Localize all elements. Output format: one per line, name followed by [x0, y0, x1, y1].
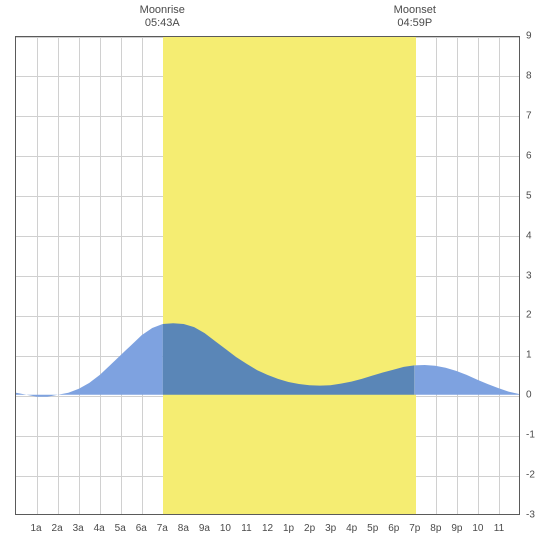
- x-tick-label: 6a: [136, 523, 147, 534]
- moonset-time: 04:59P: [397, 17, 432, 29]
- x-tick-label: 9a: [199, 523, 210, 534]
- moonset-label: Moonset 04:59P: [394, 4, 436, 30]
- x-tick-label: 4p: [346, 523, 357, 534]
- x-tick-label: 10: [472, 523, 483, 534]
- tide-curve: [16, 37, 519, 514]
- x-tick-label: 5p: [367, 523, 378, 534]
- y-tick-label: 6: [526, 150, 532, 161]
- x-tick-label: 11: [241, 523, 251, 534]
- moonrise-label: Moonrise 05:43A: [140, 4, 185, 30]
- y-tick-label: -3: [526, 510, 535, 521]
- y-tick-label: 0: [526, 390, 532, 401]
- x-tick-label: 5a: [115, 523, 126, 534]
- x-tick-label: 6p: [388, 523, 399, 534]
- moonrise-title: Moonrise: [140, 4, 185, 16]
- x-tick-label: 3a: [73, 523, 84, 534]
- x-tick-label: 3p: [325, 523, 336, 534]
- y-tick-label: -1: [526, 430, 535, 441]
- x-tick-label: 1p: [283, 523, 294, 534]
- moonset-title: Moonset: [394, 4, 436, 16]
- x-tick-label: 12: [262, 523, 273, 534]
- x-tick-label: 9p: [451, 523, 462, 534]
- plot-area: [15, 36, 520, 515]
- y-tick-label: 2: [526, 310, 532, 321]
- x-tick-label: 2a: [52, 523, 63, 534]
- x-tick-label: 8p: [430, 523, 441, 534]
- y-tick-label: 3: [526, 270, 532, 281]
- x-tick-label: 10: [220, 523, 231, 534]
- x-tick-label: 7p: [409, 523, 420, 534]
- x-tick-label: 7a: [157, 523, 168, 534]
- tide-chart: Moonrise 05:43A Moonset 04:59P 1a 2a 3a 4a 5…: [0, 0, 550, 550]
- y-tick-label: 5: [526, 190, 532, 201]
- y-tick-label: 1: [526, 350, 532, 361]
- y-tick-label: 7: [526, 110, 532, 121]
- y-tick-label: 8: [526, 70, 532, 81]
- y-tick-label: 4: [526, 230, 532, 241]
- x-tick-label: 8a: [178, 523, 189, 534]
- x-tick-label: 4a: [94, 523, 105, 534]
- y-tick-label: -2: [526, 470, 535, 481]
- moonrise-time: 05:43A: [145, 17, 180, 29]
- x-tick-label: 2p: [304, 523, 315, 534]
- x-tick-label: 11: [494, 523, 504, 534]
- x-tick-label: 1a: [30, 523, 41, 534]
- y-tick-label: 9: [526, 31, 532, 42]
